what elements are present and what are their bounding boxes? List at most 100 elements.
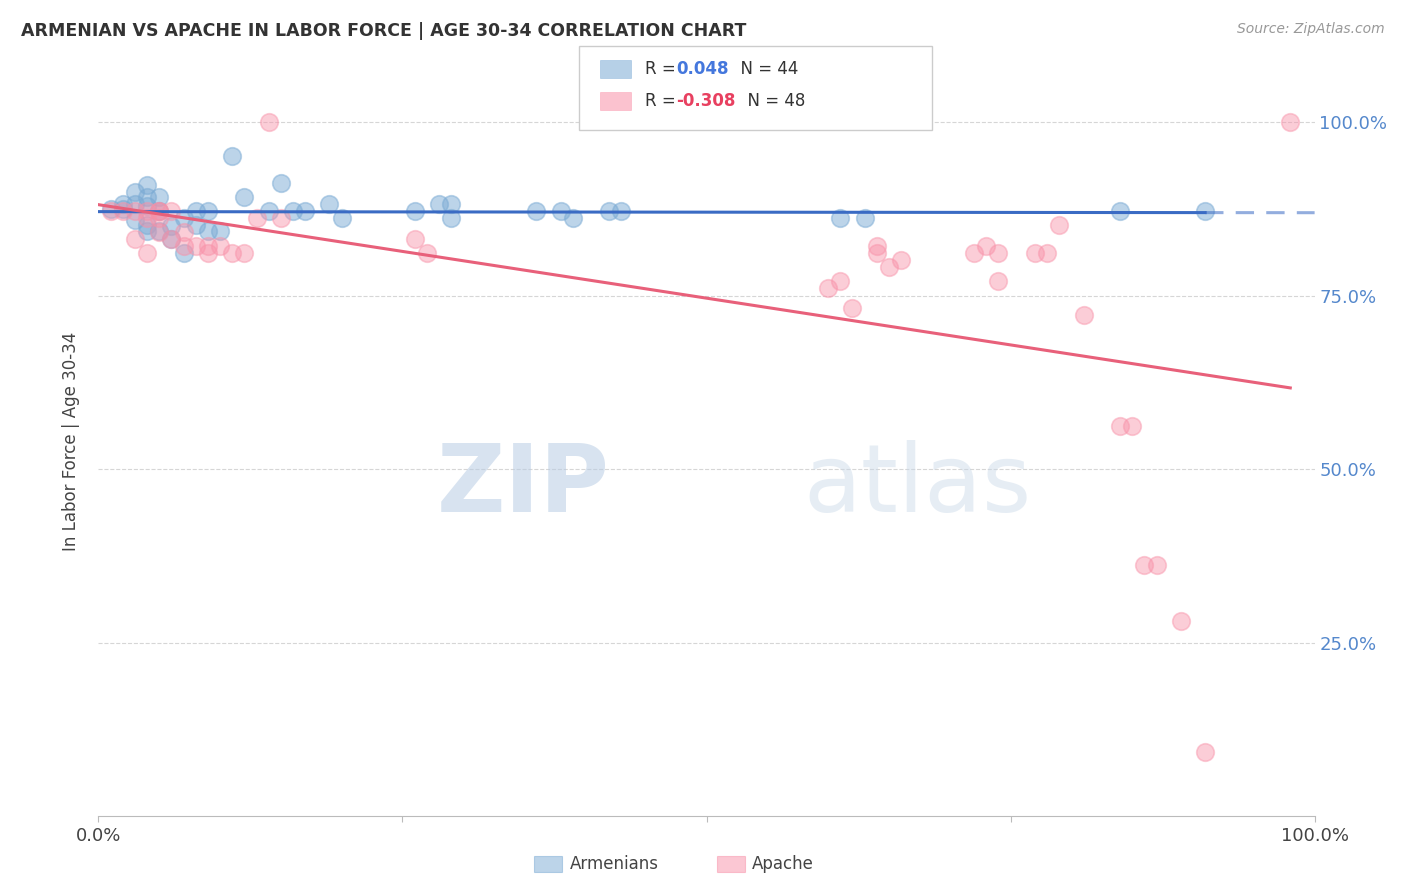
Point [245,211,267,226]
Text: R =: R = [645,60,682,78]
Point [148,211,170,226]
Point [270,211,292,226]
Point [318,197,340,211]
Point [1024,245,1046,260]
Point [148,204,170,219]
Point [124,232,146,246]
Point [1279,115,1302,129]
Point [221,245,243,260]
Point [1121,419,1143,434]
Point [136,190,159,204]
Point [866,239,889,253]
Point [136,199,159,213]
Text: R =: R = [645,92,682,110]
Text: Armenians: Armenians [569,855,658,873]
Point [184,204,207,219]
Point [404,204,426,219]
Point [1133,558,1156,572]
Y-axis label: In Labor Force | Age 30-34: In Labor Force | Age 30-34 [62,332,80,551]
Point [550,204,572,219]
Point [598,204,620,219]
Point [184,218,207,232]
Point [610,204,633,219]
Point [197,245,219,260]
Text: ZIP: ZIP [436,441,609,533]
Point [160,232,183,246]
Point [209,224,232,238]
Point [197,224,219,238]
Point [221,149,243,163]
Point [257,115,280,129]
Point [160,204,183,219]
Point [160,219,183,233]
Point [209,239,232,253]
Point [281,204,304,219]
Point [853,211,876,226]
Point [160,232,183,246]
Point [524,204,547,219]
Point [1073,308,1095,322]
Point [136,218,159,232]
Point [830,211,852,226]
Point [124,197,146,211]
Text: 0.048: 0.048 [676,60,728,78]
Point [173,211,195,226]
Point [1109,419,1132,434]
Point [294,204,316,219]
Point [987,245,1010,260]
Point [561,211,583,226]
Point [148,190,170,204]
Text: Apache: Apache [752,855,814,873]
Text: ARMENIAN VS APACHE IN LABOR FORCE | AGE 30-34 CORRELATION CHART: ARMENIAN VS APACHE IN LABOR FORCE | AGE … [21,22,747,40]
Point [124,185,146,199]
Point [866,245,889,260]
Point [148,225,170,239]
Point [841,301,863,316]
Point [100,202,122,216]
Point [987,274,1010,288]
Point [1194,745,1216,759]
Point [111,204,134,219]
Point [270,177,292,191]
Point [830,274,852,288]
Point [963,245,986,260]
Point [1109,204,1132,219]
Point [1170,614,1192,628]
Point [148,204,170,219]
Text: -0.308: -0.308 [676,92,735,110]
Point [974,239,997,253]
Point [440,211,463,226]
Point [1194,204,1216,219]
Point [427,197,450,211]
Point [148,224,170,238]
Point [111,202,134,216]
Text: N = 48: N = 48 [737,92,806,110]
Text: N = 44: N = 44 [730,60,799,78]
Point [877,260,900,274]
Point [136,224,159,238]
Point [136,245,159,260]
Point [233,245,256,260]
Text: Source: ZipAtlas.com: Source: ZipAtlas.com [1237,22,1385,37]
Point [1146,558,1168,572]
Point [100,204,122,219]
Point [1036,245,1059,260]
Point [124,212,146,227]
Point [416,245,439,260]
Point [440,197,463,211]
Point [136,204,159,219]
Point [817,280,839,294]
Point [197,239,219,253]
Point [233,190,256,204]
Point [184,239,207,253]
Point [136,211,159,226]
Point [124,204,146,219]
Point [148,204,170,219]
Point [257,204,280,219]
Point [136,178,159,192]
Point [404,232,426,246]
Point [1047,218,1070,232]
Text: atlas: atlas [804,441,1032,533]
Point [890,252,912,267]
Point [173,239,195,253]
